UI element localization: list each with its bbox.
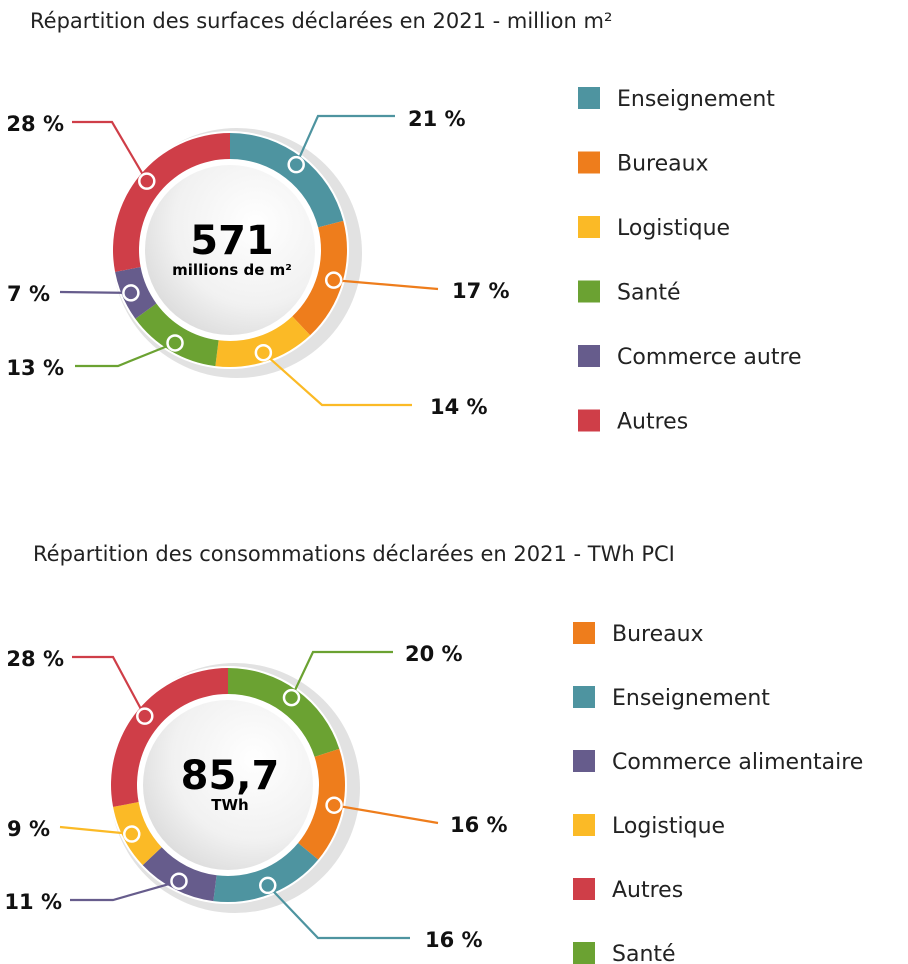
leader-line: [333, 804, 439, 825]
donut-segment-enseignement: [213, 843, 319, 902]
legend-swatch: [573, 814, 595, 836]
leader-line: [262, 351, 412, 407]
donut-segment-autres: [111, 668, 228, 807]
legend-swatch: [578, 280, 600, 303]
data-label: 17 %: [452, 279, 510, 303]
legend-swatch: [578, 151, 600, 174]
leader-dot: [166, 334, 184, 352]
leader-line: [59, 825, 132, 836]
donut-chart-2: Répartition des consommations déclarées …: [4, 542, 863, 964]
donut-chart-1: Répartition des surfaces déclarées en 20…: [6, 9, 801, 435]
legend-swatch: [578, 345, 600, 367]
legend-label: Logistique: [612, 814, 725, 839]
leader-line: [72, 120, 148, 182]
center-value: 571: [190, 218, 274, 264]
leader-dot: [122, 284, 140, 302]
data-label: 20 %: [405, 642, 463, 666]
data-label: 14 %: [430, 395, 488, 419]
legend-swatch: [573, 878, 595, 900]
leader-dot: [282, 688, 301, 707]
data-label: 13 %: [6, 356, 64, 380]
legend-swatch: [578, 87, 600, 109]
legend-label: Bureaux: [612, 622, 704, 647]
chart-title: Répartition des surfaces déclarées en 20…: [30, 9, 612, 33]
leader-line: [266, 884, 410, 940]
leader-dot: [259, 876, 277, 895]
donut-segment-bureaux: [292, 220, 347, 336]
legend-swatch: [573, 686, 595, 708]
legend-label: Autres: [612, 878, 683, 903]
legend-swatch: [573, 942, 595, 964]
legend-swatch: [578, 216, 600, 238]
leader-line: [295, 114, 395, 166]
legend-label: Santé: [612, 942, 676, 964]
donut-segment-bureaux: [298, 748, 346, 860]
donut-segment-santé: [228, 668, 340, 757]
data-label: 11 %: [4, 890, 62, 914]
leader-line: [59, 290, 131, 294]
leader-dot: [170, 872, 188, 890]
legend-label: Autres: [617, 410, 688, 435]
data-label: 7 %: [7, 282, 50, 306]
leader-dot: [136, 707, 154, 725]
data-label: 28 %: [6, 647, 64, 671]
data-label: 21 %: [408, 107, 466, 131]
data-label: 28 %: [6, 112, 64, 136]
center-unit: millions de m²: [172, 261, 292, 279]
data-label: 9 %: [7, 817, 50, 841]
legend-label: Enseignement: [612, 686, 770, 711]
chart-title: Répartition des consommations déclarées …: [33, 542, 675, 566]
legend-label: Commerce alimentaire: [612, 750, 863, 775]
data-label: 16 %: [425, 928, 483, 952]
donut-segment-logistique: [215, 316, 311, 367]
donut-segment-autres: [113, 133, 230, 272]
legend-swatch: [573, 622, 595, 644]
legend-label: Santé: [617, 281, 681, 306]
leader-dot: [123, 825, 141, 843]
inner-disc: [145, 165, 315, 335]
legend-label: Commerce autre: [617, 345, 802, 370]
leader-line: [70, 880, 180, 902]
leader-dot: [325, 796, 343, 814]
donut-segment-enseignement: [230, 133, 344, 228]
data-label: 16 %: [450, 813, 508, 837]
center-value: 85,7: [181, 753, 280, 799]
leader-dot: [138, 172, 156, 190]
center-unit: TWh: [211, 796, 248, 814]
leader-dot: [254, 343, 273, 362]
leader-dot: [324, 271, 343, 289]
legend-swatch: [578, 409, 600, 432]
legend-label: Enseignement: [617, 87, 775, 112]
inner-disc: [143, 700, 313, 870]
legend-label: Logistique: [617, 216, 730, 241]
leader-line: [75, 341, 176, 368]
leader-line: [72, 655, 146, 717]
leader-dot: [287, 155, 305, 174]
legend-swatch: [573, 750, 595, 772]
leader-line: [333, 279, 439, 291]
legend-label: Bureaux: [617, 152, 709, 177]
leader-line: [290, 650, 393, 699]
